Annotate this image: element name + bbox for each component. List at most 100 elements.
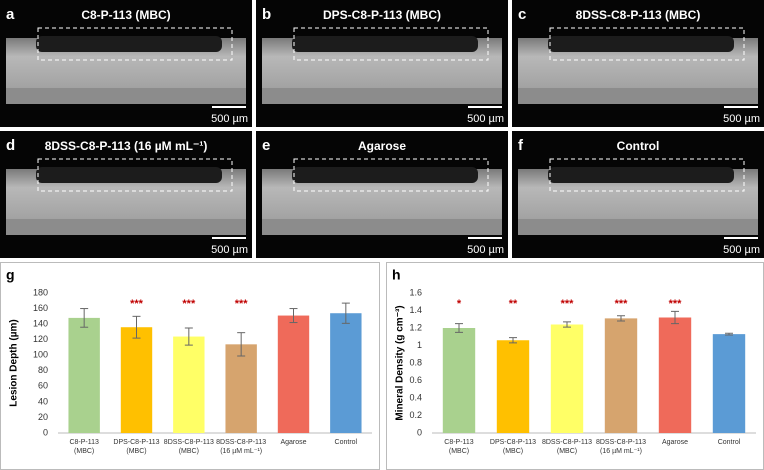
y-tick-label: 0 xyxy=(417,427,422,437)
roi-box xyxy=(37,158,233,192)
lesion-band xyxy=(36,36,222,52)
y-tick-label: 20 xyxy=(38,412,48,422)
x-tick-label: 8DSS-C8-P-113 xyxy=(596,439,646,446)
panel-title: DPS-C8-P-113 (MBC) xyxy=(323,8,441,22)
bar xyxy=(712,334,746,433)
significance: *** xyxy=(669,298,683,310)
bar xyxy=(550,324,584,433)
panel-letter: a xyxy=(6,6,15,23)
y-tick-label: 100 xyxy=(33,350,48,360)
lower-region xyxy=(518,88,758,104)
x-tick-label: Control xyxy=(335,439,358,446)
x-tick-label: Control xyxy=(718,439,741,446)
bar xyxy=(604,318,638,433)
x-tick-label: (MBC) xyxy=(503,448,523,455)
y-tick-label: 0.6 xyxy=(409,375,422,385)
roi-box xyxy=(549,158,745,192)
panel-title: Agarose xyxy=(358,139,406,153)
y-tick-label: 140 xyxy=(33,318,48,328)
roi-box xyxy=(549,27,745,61)
lesion-band xyxy=(548,167,734,183)
scale-label: 500 µm xyxy=(467,244,504,256)
y-tick-label: 40 xyxy=(38,396,48,406)
panel-title: 8DSS-C8-P-113 (16 µM mL⁻¹) xyxy=(45,139,208,153)
scale-label: 500 µm xyxy=(211,244,248,256)
panel-letter: g xyxy=(6,267,15,283)
bar xyxy=(173,336,205,433)
x-tick-label: C8-P-113 xyxy=(69,439,99,446)
y-tick-label: 0.4 xyxy=(409,392,422,402)
panel-title: C8-P-113 (MBC) xyxy=(81,8,170,22)
x-tick-label: (MBC) xyxy=(179,448,199,455)
y-tick-label: 0.8 xyxy=(409,357,422,367)
panel-letter: c xyxy=(518,6,526,23)
x-tick-label: 8DSS-C8-P-113 xyxy=(164,439,214,446)
significance: * xyxy=(457,298,462,310)
lower-region xyxy=(518,219,758,235)
scale-label: 500 µm xyxy=(723,244,760,256)
bar xyxy=(658,317,692,433)
scale-label: 500 µm xyxy=(723,113,760,125)
panel-title: 8DSS-C8-P-113 (MBC) xyxy=(576,8,701,22)
y-tick-label: 1.6 xyxy=(409,287,422,297)
x-tick-label: 8DSS-C8-P-113 xyxy=(216,439,266,446)
lesion-band xyxy=(292,167,478,183)
y-tick-label: 120 xyxy=(33,334,48,344)
x-tick-label: (MBC) xyxy=(126,448,146,455)
lesion-band xyxy=(36,167,222,183)
x-tick-label: DPS-C8-P-113 xyxy=(113,439,159,446)
significance: *** xyxy=(235,298,249,310)
y-axis-title: Lesion Depth (µm) xyxy=(9,319,20,406)
lower-region xyxy=(6,88,246,104)
y-tick-label: 1.2 xyxy=(409,322,422,332)
significance: *** xyxy=(561,298,575,310)
lesion-band xyxy=(292,36,478,52)
y-tick-label: 180 xyxy=(33,287,48,297)
y-tick-label: 1.4 xyxy=(409,305,422,315)
x-tick-label: Agarose xyxy=(662,439,688,446)
panel-title: Control xyxy=(617,139,660,153)
lower-region xyxy=(262,88,502,104)
x-tick-label: C8-P-113 xyxy=(444,439,474,446)
x-tick-label: (MBC) xyxy=(74,448,94,455)
bar xyxy=(442,328,476,433)
y-tick-label: 0 xyxy=(43,427,48,437)
x-tick-label: 8DSS-C8-P-113 xyxy=(542,439,592,446)
x-tick-label: (MBC) xyxy=(557,448,577,455)
bar xyxy=(277,315,310,433)
bar xyxy=(68,317,100,433)
y-tick-label: 80 xyxy=(38,365,48,375)
roi-box xyxy=(37,27,233,61)
panel-letter: f xyxy=(518,137,524,154)
panel-letter: b xyxy=(262,6,271,23)
roi-box xyxy=(293,158,489,192)
significance: *** xyxy=(130,298,144,310)
x-tick-label: Agarose xyxy=(280,439,306,446)
bar xyxy=(330,313,362,433)
bar xyxy=(496,340,530,433)
panel-letter: d xyxy=(6,137,15,154)
x-tick-label: DPS-C8-P-113 xyxy=(490,439,536,446)
y-tick-label: 160 xyxy=(33,303,48,313)
lower-region xyxy=(262,219,502,235)
x-tick-label: (16 µM mL⁻¹) xyxy=(220,448,262,455)
significance: *** xyxy=(182,298,196,310)
significance: ** xyxy=(509,298,518,310)
y-tick-label: 60 xyxy=(38,381,48,391)
panel-letter: e xyxy=(262,137,270,154)
y-axis-title: Mineral Density (g cm⁻³) xyxy=(395,305,406,420)
lower-region xyxy=(6,219,246,235)
x-tick-label: (MBC) xyxy=(449,448,469,455)
panel-letter: h xyxy=(392,267,401,283)
scale-label: 500 µm xyxy=(211,113,248,125)
scale-label: 500 µm xyxy=(467,113,504,125)
bar xyxy=(225,344,257,433)
y-tick-label: 0.2 xyxy=(409,410,422,420)
roi-box xyxy=(293,27,489,61)
x-tick-label: (16 µM mL⁻¹) xyxy=(600,448,642,455)
significance: *** xyxy=(615,298,629,310)
bar xyxy=(120,327,153,433)
lesion-band xyxy=(548,36,734,52)
